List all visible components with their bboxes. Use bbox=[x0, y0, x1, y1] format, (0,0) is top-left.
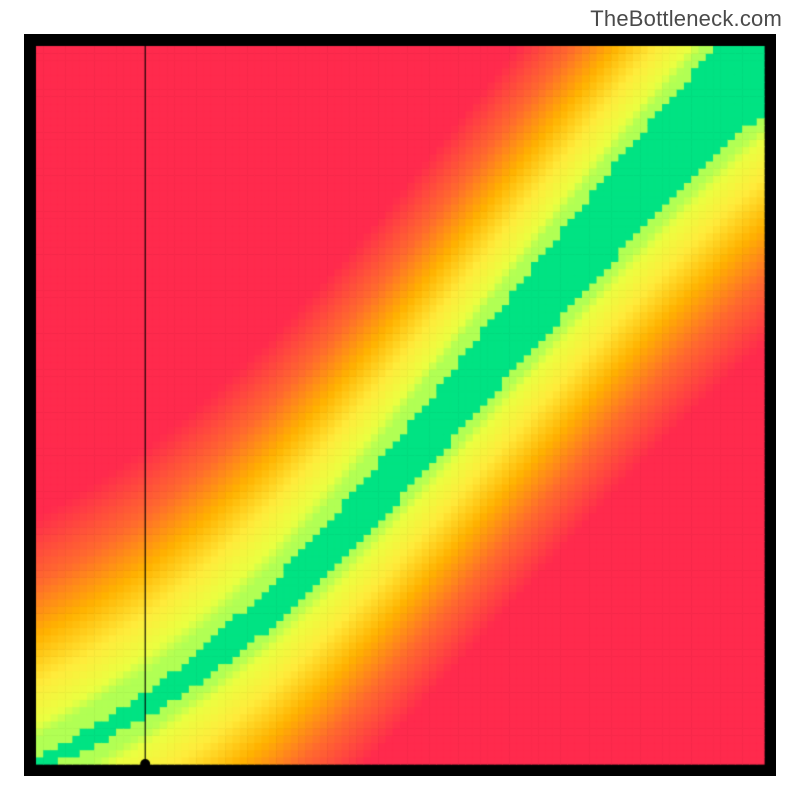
watermark-text: TheBottleneck.com bbox=[590, 6, 782, 32]
chart-container: TheBottleneck.com bbox=[0, 0, 800, 800]
bottleneck-heatmap bbox=[24, 34, 776, 776]
